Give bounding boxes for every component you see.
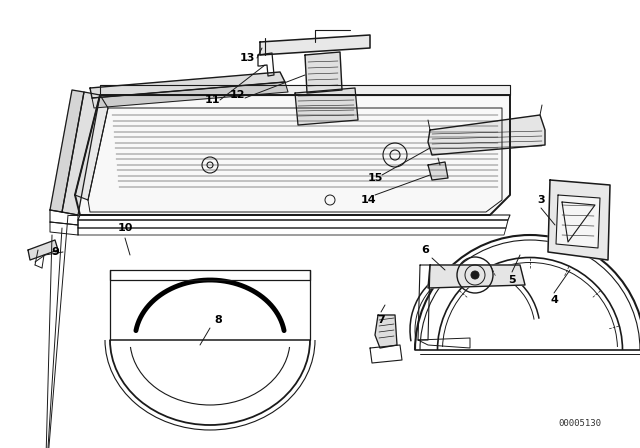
Text: 11: 11	[204, 95, 220, 105]
Polygon shape	[428, 115, 545, 155]
Text: 13: 13	[239, 53, 255, 63]
Polygon shape	[428, 265, 525, 288]
Text: 6: 6	[421, 245, 429, 255]
Text: 7: 7	[377, 315, 385, 325]
Polygon shape	[90, 72, 285, 98]
Polygon shape	[28, 240, 58, 260]
Polygon shape	[548, 180, 610, 260]
Text: 14: 14	[360, 195, 376, 205]
Text: 8: 8	[214, 315, 222, 325]
Polygon shape	[305, 52, 342, 93]
Circle shape	[471, 271, 479, 279]
Text: 3: 3	[537, 195, 545, 205]
Polygon shape	[428, 162, 448, 180]
Text: 15: 15	[367, 173, 383, 183]
Text: 10: 10	[117, 223, 132, 233]
Polygon shape	[375, 315, 397, 348]
Polygon shape	[295, 88, 358, 125]
Text: 12: 12	[229, 90, 244, 100]
Text: 5: 5	[508, 275, 516, 285]
Polygon shape	[100, 85, 510, 95]
Polygon shape	[75, 95, 510, 215]
Polygon shape	[75, 95, 108, 200]
Polygon shape	[556, 195, 600, 248]
Text: 4: 4	[550, 295, 558, 305]
Text: 00005130: 00005130	[559, 418, 602, 427]
Polygon shape	[260, 35, 370, 55]
Polygon shape	[62, 92, 100, 215]
Polygon shape	[92, 82, 288, 108]
Polygon shape	[50, 90, 84, 212]
Text: 9: 9	[51, 247, 59, 257]
